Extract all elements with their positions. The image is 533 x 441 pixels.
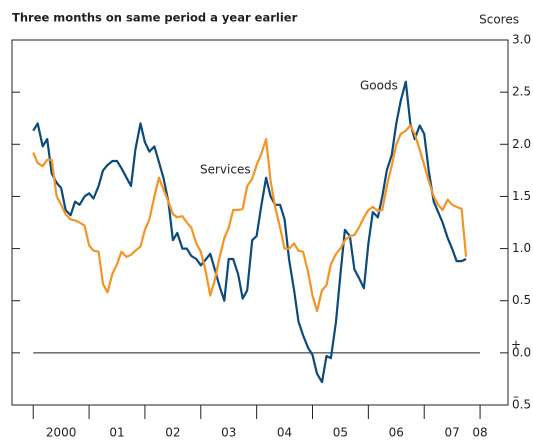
- chart-title: Three months on same period a year earli…: [12, 11, 298, 25]
- y-tick-label: 2.5: [512, 85, 531, 99]
- annotation: Services: [200, 163, 251, 177]
- y-tick-label: 0.5: [512, 398, 531, 412]
- y-tick-label: 0.0: [512, 345, 531, 359]
- x-tick-label: 01: [109, 426, 124, 440]
- x-tick-label: 05: [333, 426, 348, 440]
- annotation: –: [513, 390, 519, 404]
- x-tick-label: 03: [221, 426, 236, 440]
- x-tick-label: 2000: [46, 426, 77, 440]
- plot-frame: [11, 39, 509, 406]
- y-tick-label: 1.5: [512, 189, 531, 203]
- series-line: [32, 124, 468, 313]
- x-tick-label: 04: [277, 426, 292, 440]
- x-tick-label: 07: [445, 426, 460, 440]
- y-tick-label: 3.0: [512, 33, 531, 47]
- x-tick-label: 02: [165, 426, 180, 440]
- annotation: +: [511, 338, 521, 352]
- series-line: [32, 80, 467, 384]
- annotation: Goods: [360, 79, 398, 93]
- x-tick-label: 06: [389, 426, 404, 440]
- y-tick-label: 1.0: [512, 241, 531, 255]
- x-tick-label: 08: [472, 426, 487, 440]
- y-tick-label: 0.5: [512, 293, 531, 307]
- y-tick-label: 2.0: [512, 137, 531, 151]
- axis-label: Scores: [479, 13, 519, 27]
